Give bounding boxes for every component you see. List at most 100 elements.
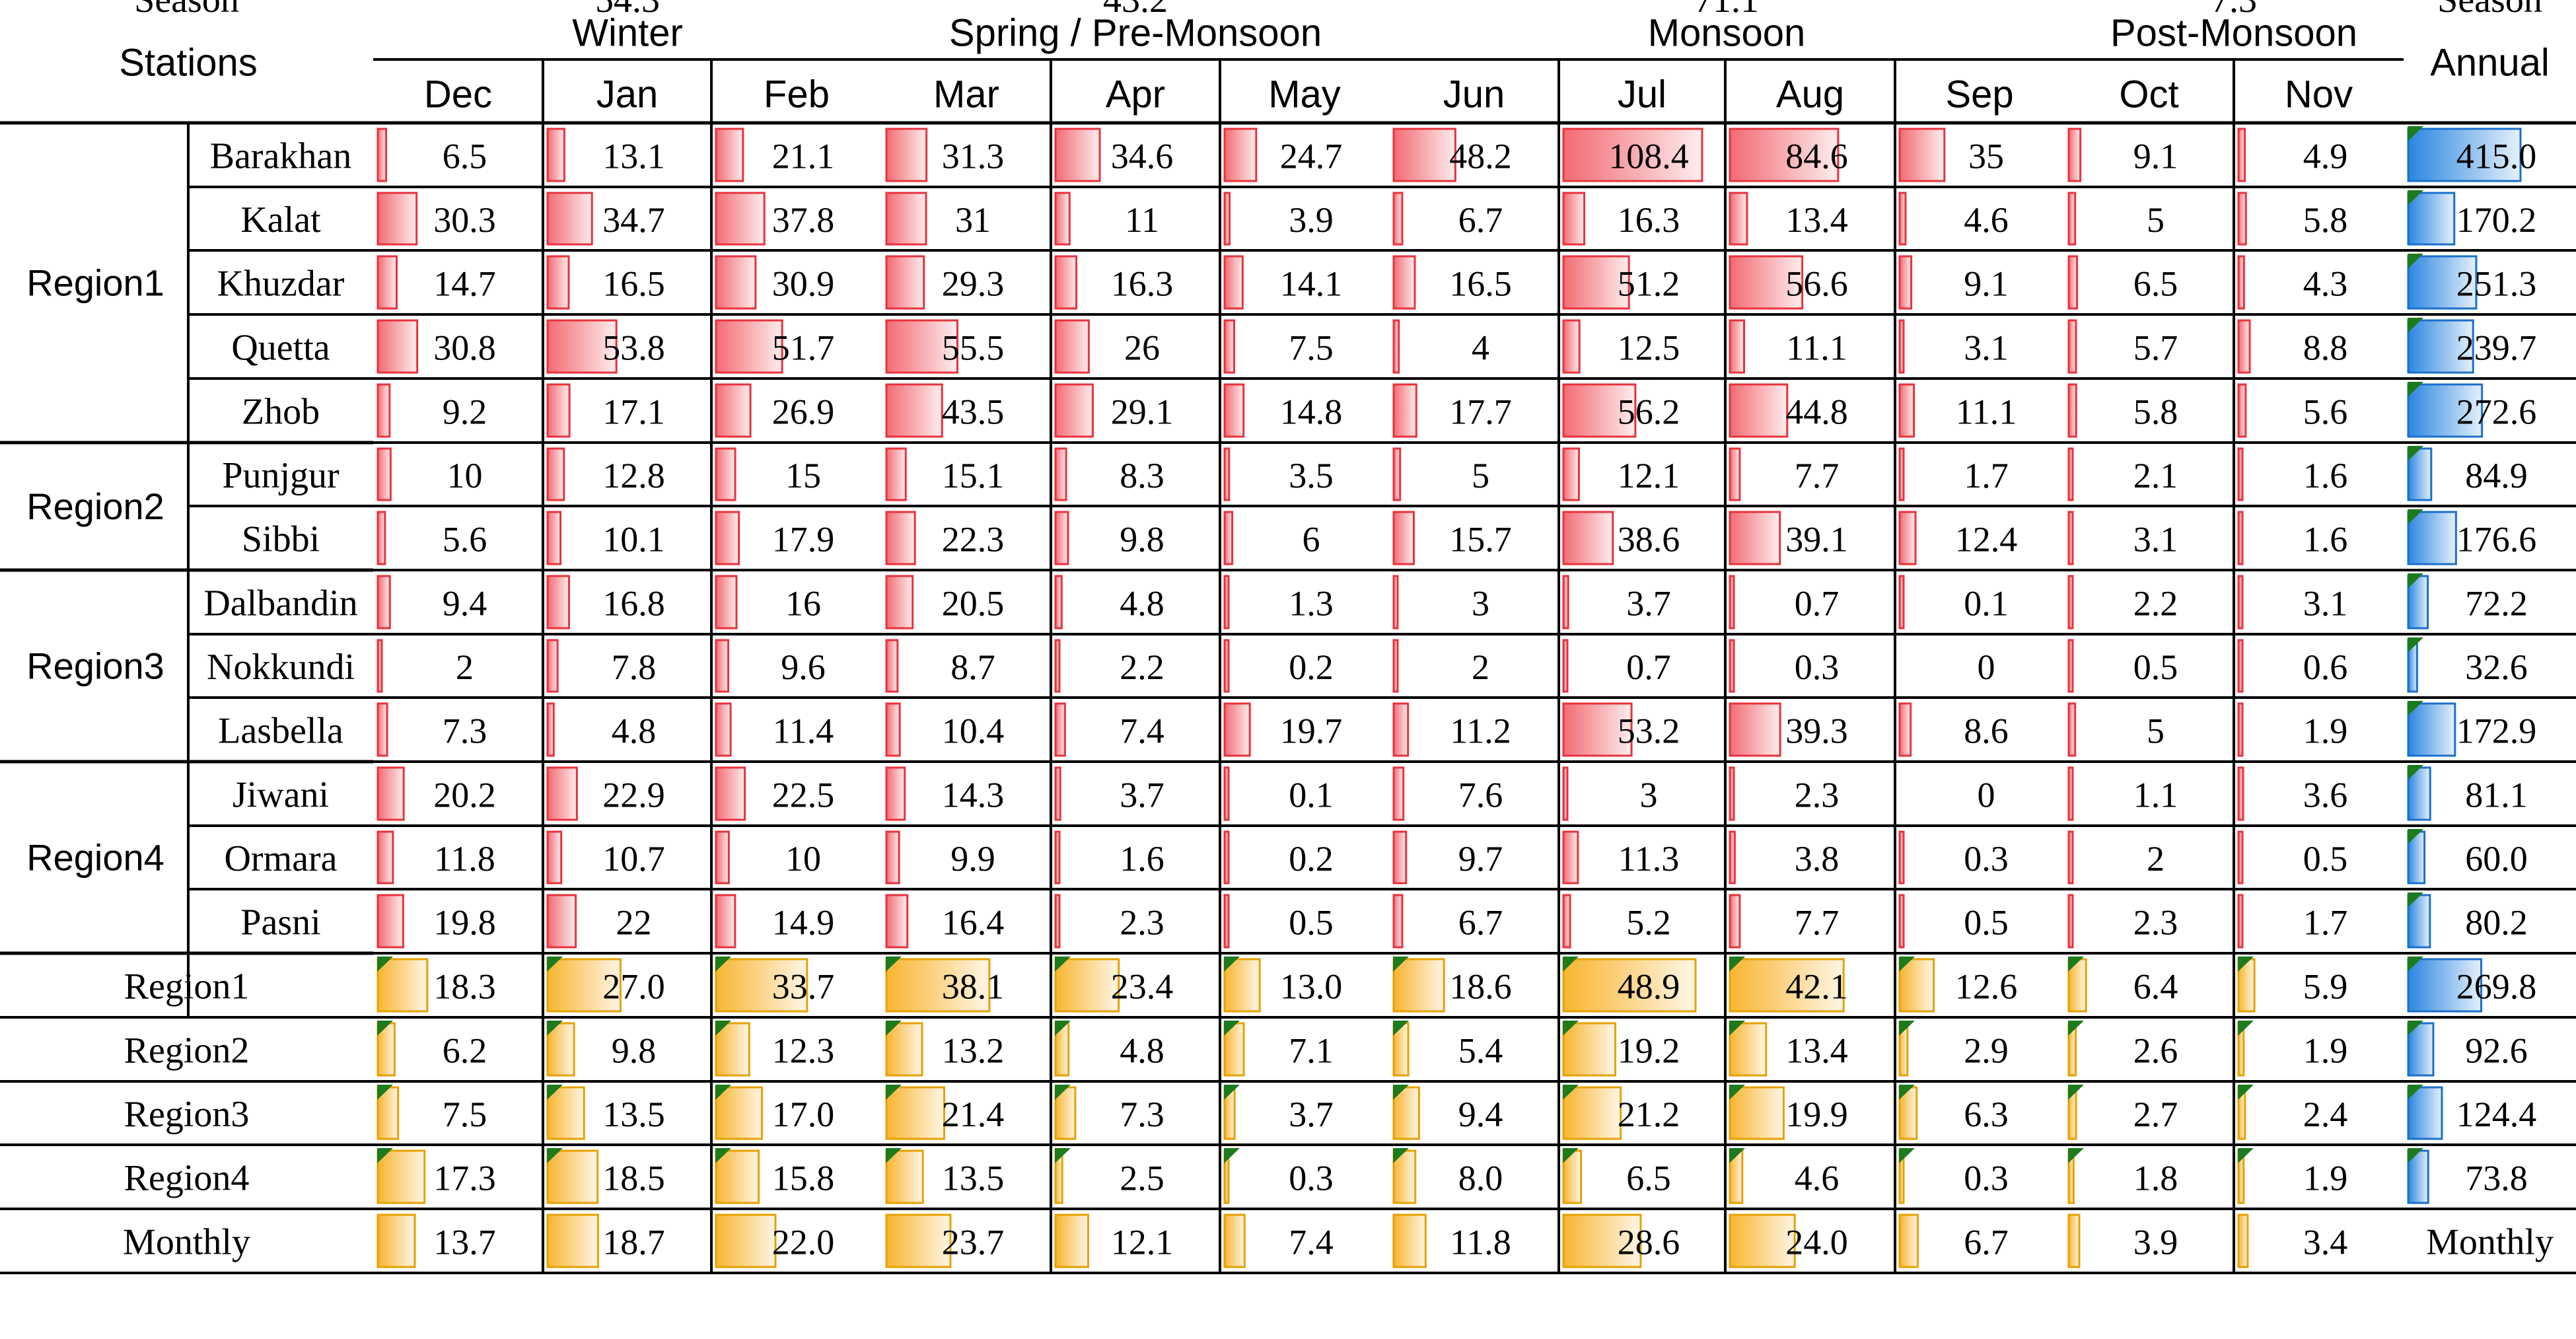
monthly-6-value: 11.8 <box>1450 1223 1511 1262</box>
cell-lasbella-11-value: 1.9 <box>2303 711 2348 751</box>
cell-lasbella-4-value: 7.4 <box>1120 711 1164 751</box>
station-pasni: Pasni <box>240 902 320 943</box>
cell-jiwani-6-bar <box>1392 766 1405 821</box>
cell-punjgur-9-bar <box>1898 447 1905 501</box>
cell-punjgur-3-value: 15.1 <box>942 456 1005 495</box>
cell-zhob-9-bar <box>1898 383 1915 438</box>
cell-sibbi-3-value: 22.3 <box>942 520 1005 560</box>
mean-region3-8-value: 19.9 <box>1785 1095 1848 1134</box>
cell-dalbandin-5-bar <box>1223 575 1230 630</box>
cell-quetta-4-value: 26 <box>1124 328 1160 368</box>
cell-dalbandin-5-value: 1.3 <box>1289 584 1334 624</box>
cell-ormara-8-bar <box>1729 830 1736 885</box>
cell-zhob-10-value: 5.8 <box>2133 392 2178 432</box>
mean-region3-5-flag <box>1224 1085 1240 1100</box>
cell-khuzdar-8-value: 56.6 <box>1785 264 1848 304</box>
mean-region4-1-value: 18.5 <box>602 1159 665 1198</box>
station-jiwani: Jiwani <box>233 775 329 816</box>
cell-sibbi-4-value: 9.8 <box>1120 520 1164 560</box>
cell-zhob-7-bar <box>1562 383 1637 438</box>
cell-kalat-5-value: 3.9 <box>1289 200 1334 240</box>
cell-zhob-11-value: 5.6 <box>2303 392 2348 432</box>
cell-zhob-8-value: 44.8 <box>1785 392 1848 432</box>
cell-kalat-7-bar <box>1562 192 1586 246</box>
month-header-sep: Sep <box>1945 73 2013 116</box>
cell-barakhan-1-value: 13.1 <box>602 137 665 176</box>
cell-khuzdar-9-value: 9.1 <box>1964 264 2009 304</box>
cell-ormara-2-bar <box>715 830 730 885</box>
mean-label-region1: Region1 <box>124 966 250 1007</box>
cell-khuzdar-7-bar <box>1562 255 1630 310</box>
cell-khuzdar-annual-value: 251.3 <box>2456 264 2537 304</box>
cell-khuzdar-9-bar <box>1898 255 1913 310</box>
region-label-2: Region2 <box>26 486 164 527</box>
mean-region3-6-flag <box>1393 1085 1409 1100</box>
cell-dalbandin-10-bar <box>2067 575 2074 630</box>
cell-ormara-1-bar <box>546 830 563 885</box>
mean-region4-1-bar <box>546 1149 599 1204</box>
cell-lasbella-11-bar <box>2237 702 2244 757</box>
cell-pasni-8-value: 7.7 <box>1795 903 1840 943</box>
cell-quetta-1-value: 53.8 <box>602 328 665 368</box>
monthly-8-bar <box>1729 1213 1796 1268</box>
cell-zhob-3-bar <box>885 383 943 438</box>
mean-region1-0-value: 18.3 <box>433 967 496 1007</box>
cell-barakhan-11-bar <box>2237 127 2246 182</box>
cell-nokkundi-8-value: 0.3 <box>1795 647 1840 687</box>
mean-region1-2-bar <box>715 958 808 1013</box>
cell-sibbi-annual-value: 176.6 <box>2456 520 2537 560</box>
season-header-3: Post-Monsoon <box>2110 12 2357 55</box>
cell-ormara-3-value: 9.9 <box>950 839 995 879</box>
mean-region4-0-bar <box>376 1149 426 1204</box>
mean-region1-6-flag <box>1393 957 1409 972</box>
mean-region2-5-value: 7.1 <box>1289 1031 1334 1071</box>
monthly-2-bar <box>715 1213 777 1268</box>
cell-barakhan-9-bar <box>1898 127 1946 182</box>
monthly-5-value: 7.4 <box>1289 1223 1334 1262</box>
mean-region4-5-flag <box>1224 1148 1240 1163</box>
cell-ormara-7-value: 11.3 <box>1618 839 1680 879</box>
mean-region2-annual-flag <box>2408 1021 2423 1036</box>
mean-region3-5-value: 3.7 <box>1289 1095 1334 1134</box>
mean-region2-0-flag <box>377 1021 393 1036</box>
cell-barakhan-annual-flag <box>2408 126 2423 141</box>
cell-quetta-annual-bar <box>2407 319 2474 374</box>
mean-region4-7-flag <box>1563 1148 1579 1163</box>
mean-region4-0-flag <box>377 1148 393 1163</box>
cell-kalat-8-value: 13.4 <box>1785 200 1848 240</box>
mean-region3-2-flag <box>715 1085 731 1100</box>
mean-region3-annual-value: 124.4 <box>2456 1095 2537 1134</box>
cell-jiwani-0-bar <box>376 766 405 821</box>
cell-punjgur-11-bar <box>2237 447 2244 501</box>
cell-quetta-7-value: 12.5 <box>1618 328 1680 368</box>
cell-nokkundi-6-value: 2 <box>1472 647 1489 687</box>
cell-lasbella-9-bar <box>1898 702 1912 757</box>
month-header-jul: Jul <box>1618 73 1666 116</box>
cell-jiwani-annual-bar <box>2407 766 2431 821</box>
station-nokkundi: Nokkundi <box>207 647 355 688</box>
month-header-apr: Apr <box>1106 73 1165 116</box>
cell-jiwani-4-bar <box>1054 766 1061 821</box>
cell-nokkundi-9-value: 0 <box>1978 647 1995 687</box>
cell-lasbella-4-bar <box>1054 702 1066 757</box>
cell-jiwani-10-bar <box>2067 766 2074 821</box>
mean-region3-annual-flag <box>2408 1085 2423 1100</box>
cell-pasni-11-value: 1.7 <box>2303 903 2348 943</box>
mean-region2-10-flag <box>2068 1021 2084 1036</box>
mean-region2-11-value: 1.9 <box>2303 1031 2348 1071</box>
cell-ormara-4-value: 1.6 <box>1120 839 1164 879</box>
cell-quetta-7-bar <box>1562 319 1581 374</box>
cell-dalbandin-0-value: 9.4 <box>443 584 487 624</box>
cell-quetta-9-bar <box>1898 319 1905 374</box>
mean-region4-annual-value: 73.8 <box>2465 1159 2528 1198</box>
cell-khuzdar-8-bar <box>1729 255 1804 310</box>
cell-dalbandin-9-value: 0.1 <box>1964 584 2009 624</box>
mean-region4-10-flag <box>2068 1148 2084 1163</box>
cell-zhob-9-value: 11.1 <box>1956 392 2017 432</box>
cell-ormara-annual-value: 60.0 <box>2465 839 2528 879</box>
mean-region1-8-value: 42.1 <box>1785 967 1848 1007</box>
mean-region4-10-value: 1.8 <box>2133 1159 2178 1198</box>
cell-jiwani-0-value: 20.2 <box>433 776 496 815</box>
cell-sibbi-1-bar <box>546 511 562 565</box>
mean-region3-1-bar <box>546 1086 585 1140</box>
